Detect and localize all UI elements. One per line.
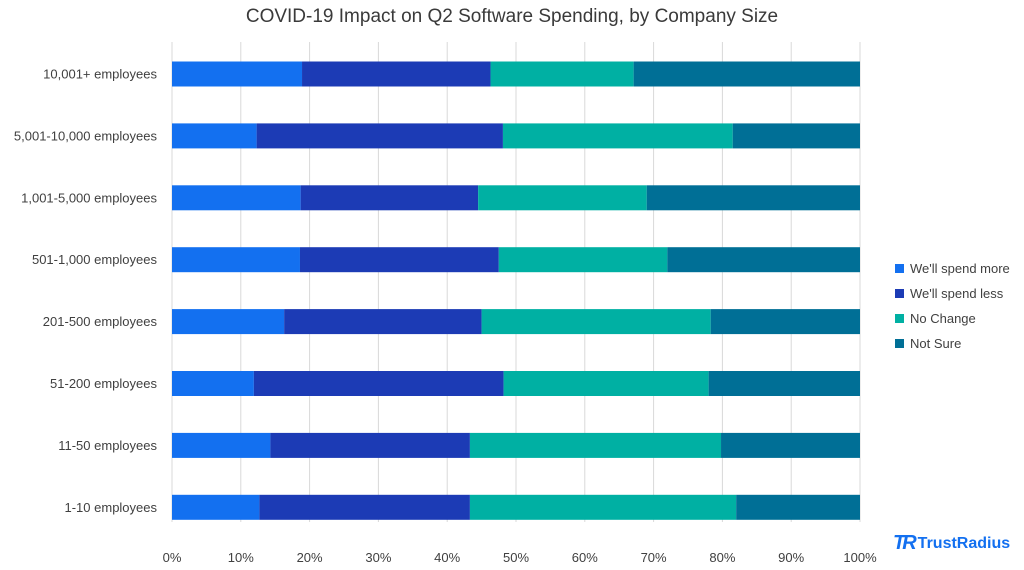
bar-segment <box>498 247 668 273</box>
bar-segment <box>270 432 470 458</box>
trustradius-logo-icon: TR <box>893 532 917 554</box>
legend-swatch <box>895 289 904 298</box>
x-tick-label: 10% <box>228 550 254 565</box>
x-tick-label: 100% <box>843 550 877 565</box>
bar-segment <box>736 494 860 520</box>
bar-segment <box>256 123 503 149</box>
bar-segment <box>284 309 482 335</box>
bar-segment <box>253 371 504 396</box>
bar-segment <box>259 494 470 520</box>
y-category-label: 11-50 employees <box>58 438 157 453</box>
bar-segment <box>502 123 733 149</box>
y-category-label: 10,001+ employees <box>43 67 157 82</box>
bar-segment <box>481 309 711 335</box>
legend-label: No Change <box>910 311 976 326</box>
legend-label: Not Sure <box>910 336 962 351</box>
bar-segment <box>503 371 709 396</box>
bar-segment <box>300 185 479 211</box>
chart-title: COVID-19 Impact on Q2 Software Spending,… <box>245 6 779 27</box>
bar-segment <box>708 371 860 396</box>
bar-segment <box>172 185 301 211</box>
y-category-label: 51-200 employees <box>50 376 157 391</box>
bar-segment <box>667 247 860 273</box>
trustradius-logo: TR TrustRadius <box>893 532 1010 555</box>
bar-segment <box>469 494 737 520</box>
x-tick-label: 90% <box>778 550 804 565</box>
bar-segment <box>478 185 647 211</box>
bar-segment <box>710 309 860 335</box>
x-tick-label: 30% <box>365 550 391 565</box>
bar-segment <box>721 432 860 458</box>
bar-segment <box>469 432 722 458</box>
bar-segment <box>299 247 499 273</box>
legend-swatch <box>895 264 904 273</box>
y-category-label: 1-10 employees <box>65 500 158 515</box>
y-category-label: 501-1,000 employees <box>32 252 158 267</box>
bar-segment <box>490 61 634 87</box>
bar-segment <box>172 247 300 273</box>
x-tick-label: 80% <box>709 550 735 565</box>
legend-item: We'll spend more <box>895 256 1010 281</box>
bar-segment <box>172 309 285 335</box>
bar-segment <box>646 185 860 211</box>
legend-label: We'll spend less <box>910 286 1004 301</box>
bar-segment <box>172 432 271 458</box>
legend-swatch <box>895 314 904 323</box>
x-tick-label: 40% <box>434 550 460 565</box>
x-tick-label: 0% <box>163 550 182 565</box>
bar-segment <box>172 61 303 87</box>
y-category-label: 201-500 employees <box>43 314 158 329</box>
x-tick-label: 20% <box>297 550 323 565</box>
logo-text: TrustRadius <box>917 534 1011 552</box>
bar-segment <box>633 61 860 87</box>
bar-segment <box>302 61 491 87</box>
legend-swatch <box>895 339 904 348</box>
x-tick-label: 70% <box>641 550 667 565</box>
legend-item: Not Sure <box>895 331 1010 356</box>
bar-segment <box>732 123 860 149</box>
bar-segment <box>172 371 254 396</box>
legend-label: We'll spend more <box>910 261 1010 276</box>
legend: We'll spend more We'll spend less No Chang… <box>895 256 1010 356</box>
bar-segment <box>172 123 257 149</box>
legend-item: We'll spend less <box>895 281 1010 306</box>
y-category-label: 5,001-10,000 employees <box>14 128 158 143</box>
legend-item: No Change <box>895 306 1010 331</box>
bar-segment <box>172 494 260 520</box>
y-category-label: 1,001-5,000 employees <box>21 190 157 205</box>
x-tick-label: 60% <box>572 550 598 565</box>
x-tick-label: 50% <box>503 550 529 565</box>
